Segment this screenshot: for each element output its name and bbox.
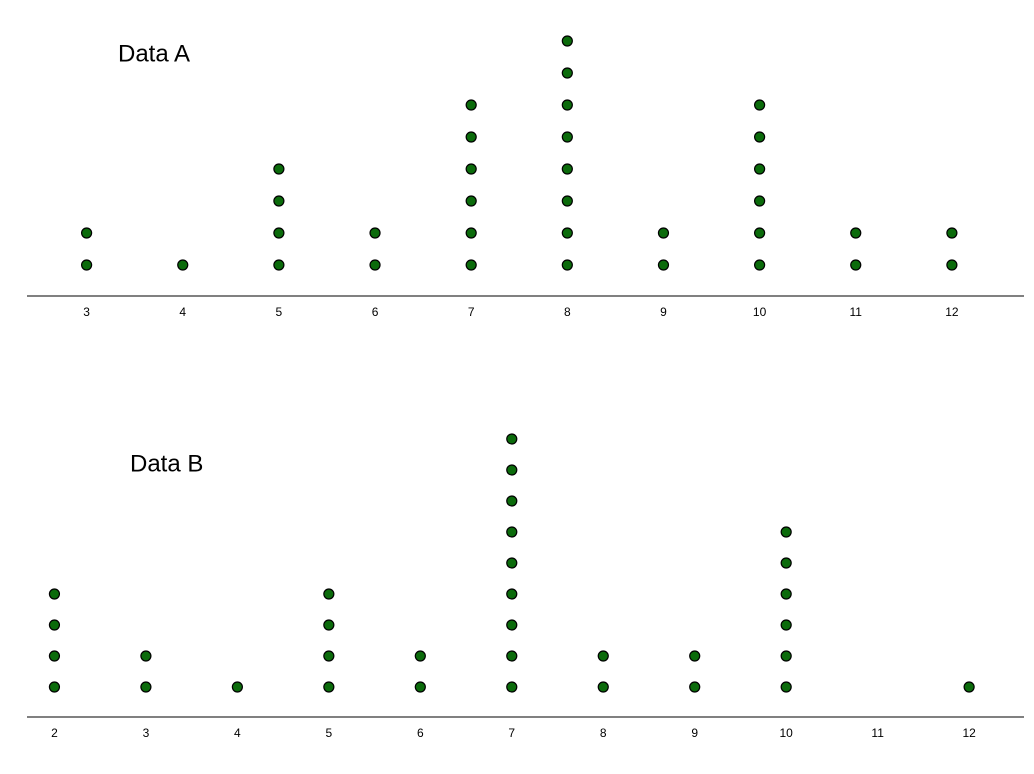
x-tick-label: 6 — [372, 305, 379, 319]
dot — [754, 131, 766, 143]
dot — [780, 588, 792, 600]
dot — [369, 259, 381, 271]
x-tick-label: 12 — [962, 726, 976, 740]
x-tick-label: 2 — [51, 726, 58, 740]
dot — [48, 650, 61, 662]
dot — [754, 195, 766, 207]
dot — [465, 259, 477, 271]
x-tick-label: 11 — [850, 305, 863, 319]
x-tick-label: 11 — [871, 726, 884, 740]
x-tick-label: 4 — [234, 726, 241, 740]
dot — [754, 99, 766, 111]
dot — [561, 131, 573, 143]
dot — [465, 99, 477, 111]
dot — [657, 259, 670, 271]
dot — [81, 259, 93, 271]
dot — [414, 650, 426, 662]
dot — [81, 227, 93, 239]
dot — [963, 681, 975, 693]
dot — [597, 681, 609, 693]
dot — [323, 588, 335, 600]
dot — [465, 195, 477, 207]
dot — [177, 259, 189, 271]
dot — [754, 259, 766, 271]
dot — [561, 99, 573, 111]
dot — [465, 131, 477, 143]
dot — [506, 495, 518, 507]
dot — [780, 526, 792, 538]
dot — [561, 227, 573, 239]
dot — [506, 464, 518, 476]
dot — [140, 681, 152, 693]
dot — [946, 259, 958, 271]
x-tick-label: 6 — [417, 726, 424, 740]
dot — [689, 681, 701, 693]
dot — [561, 195, 573, 207]
x-tick-label: 10 — [780, 726, 794, 740]
dot — [850, 259, 862, 271]
x-tick-label: 5 — [276, 305, 283, 319]
dot — [48, 588, 61, 600]
dot — [850, 227, 862, 239]
dot — [465, 227, 477, 239]
x-tick-label: 8 — [564, 305, 571, 319]
dot — [561, 35, 573, 47]
dot — [506, 557, 518, 569]
x-tick-label: 8 — [600, 726, 607, 740]
x-tick-label: 10 — [753, 305, 767, 319]
dot — [273, 259, 285, 271]
dot — [48, 681, 61, 693]
dot — [273, 195, 285, 207]
dot — [780, 650, 792, 662]
x-tick-label: 7 — [468, 305, 475, 319]
dot — [323, 619, 335, 631]
chart-title: Data B — [130, 450, 203, 477]
dot — [506, 650, 518, 662]
x-tick-label: 12 — [945, 305, 959, 319]
dot — [754, 163, 766, 175]
dot — [323, 681, 335, 693]
dot — [597, 650, 609, 662]
dot — [273, 227, 285, 239]
dot — [323, 650, 335, 662]
x-tick-label: 9 — [691, 726, 698, 740]
dot — [754, 227, 766, 239]
dot — [561, 259, 573, 271]
chart-title: Data A — [118, 40, 190, 67]
x-tick-label: 3 — [143, 726, 150, 740]
dot — [506, 681, 518, 693]
dot — [657, 227, 670, 239]
dot — [506, 433, 518, 445]
dot — [689, 650, 701, 662]
x-tick-label: 3 — [83, 305, 90, 319]
dot — [231, 681, 243, 693]
dot — [273, 163, 285, 175]
x-tick-label: 7 — [508, 726, 515, 740]
x-tick-label: 5 — [326, 726, 333, 740]
dot — [506, 526, 518, 538]
dot — [414, 681, 426, 693]
dot — [561, 163, 573, 175]
dot — [780, 557, 792, 569]
dot — [780, 619, 792, 631]
dot — [506, 588, 518, 600]
dot — [48, 619, 61, 631]
x-tick-label: 4 — [179, 305, 186, 319]
dot — [561, 67, 573, 79]
x-tick-label: 9 — [660, 305, 667, 319]
dot — [946, 227, 958, 239]
dot — [140, 650, 152, 662]
dot — [506, 619, 518, 631]
dot — [780, 681, 792, 693]
dot — [465, 163, 477, 175]
dot — [369, 227, 381, 239]
